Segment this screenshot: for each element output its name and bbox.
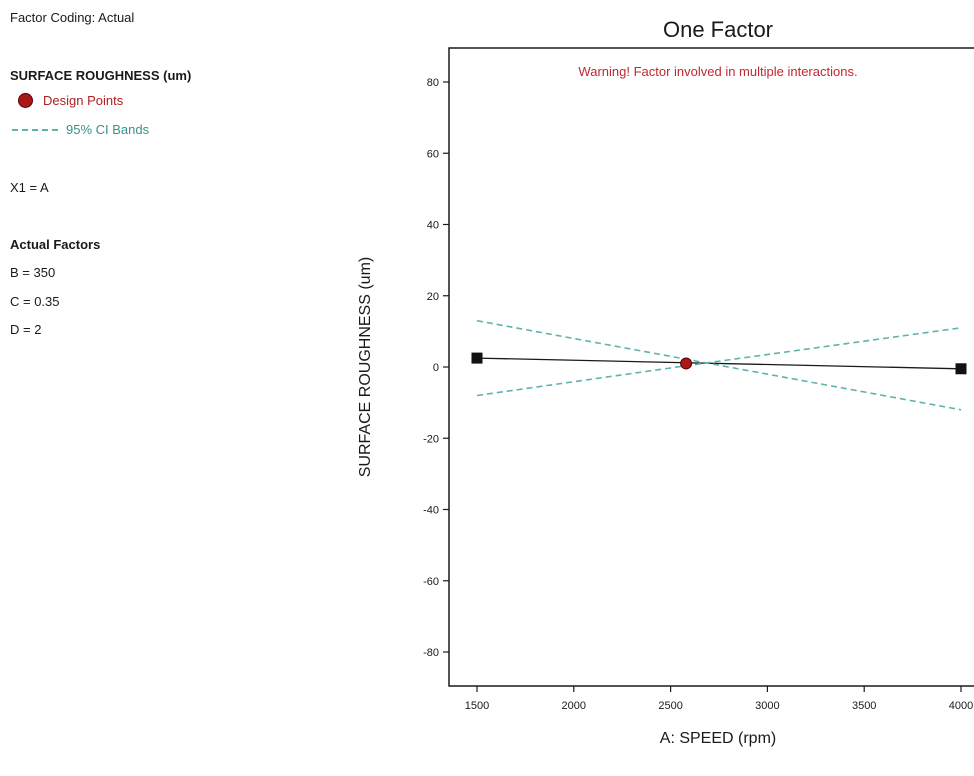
- y-tick-label: 40: [427, 220, 439, 232]
- series-layer: [476, 319, 962, 411]
- prediction-line: [476, 357, 962, 370]
- endpoint-marker: [955, 363, 967, 375]
- ci-band-line: [476, 319, 962, 411]
- warning-annotation: Warning! Factor involved in multiple int…: [578, 64, 857, 79]
- legend-ci-bands-label: 95% CI Bands: [66, 122, 150, 137]
- design-point-marker-icon: [18, 93, 33, 108]
- y-axis-ticks: 80 60 40 20 0 -20 -40 -60 -80: [423, 77, 449, 659]
- legend-ci-bands: 95% CI Bands: [12, 122, 149, 137]
- y-tick-label: 0: [433, 362, 439, 374]
- y-axis-label: SURFACE ROUGHNESS (um): [357, 257, 374, 477]
- x-tick-label: 4000: [949, 700, 973, 712]
- y-tick-label: 60: [427, 148, 439, 160]
- design-point: [680, 357, 693, 370]
- y-tick-label: 20: [427, 291, 439, 303]
- factor-coding-label: Factor Coding: Actual: [10, 10, 135, 25]
- actual-factor-d: D = 2: [10, 322, 42, 337]
- actual-factor-b: B = 350: [10, 265, 56, 280]
- x-axis-ticks: 1500 2000 2500 3000 3500 4000: [465, 686, 973, 712]
- dashed-line-icon: [12, 128, 58, 131]
- actual-factors-title: Actual Factors: [10, 237, 101, 252]
- x-tick-label: 2000: [562, 700, 586, 712]
- x-tick-label: 1500: [465, 700, 489, 712]
- endpoint-marker: [471, 352, 483, 364]
- legend-design-points: Design Points: [18, 93, 123, 108]
- x-tick-label: 3500: [852, 700, 876, 712]
- points-layer: [471, 352, 967, 375]
- x-axis-label: A: SPEED (rpm): [660, 730, 776, 747]
- x1-assignment: X1 = A: [10, 180, 49, 195]
- x-tick-label: 3000: [755, 700, 779, 712]
- ci-band-line: [476, 327, 962, 397]
- x-tick-label: 2500: [658, 700, 682, 712]
- y-tick-label: -20: [423, 433, 439, 445]
- response-name: SURFACE ROUGHNESS (um): [10, 68, 192, 83]
- y-tick-label: -40: [423, 505, 439, 517]
- y-tick-label: 80: [427, 77, 439, 89]
- chart-title: One Factor: [663, 17, 773, 42]
- legend-design-points-label: Design Points: [43, 93, 124, 108]
- y-tick-label: -80: [423, 647, 439, 659]
- y-tick-label: -60: [423, 576, 439, 588]
- actual-factor-c: C = 0.35: [10, 294, 60, 309]
